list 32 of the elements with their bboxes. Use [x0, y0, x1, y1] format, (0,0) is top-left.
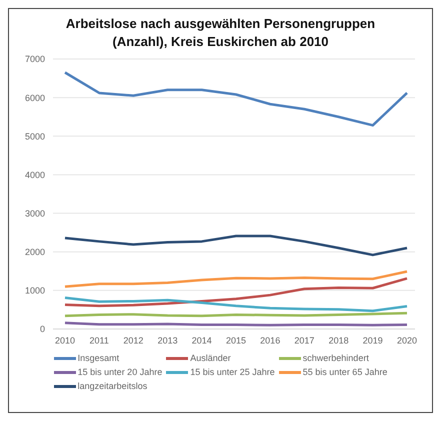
- line-series: [64, 277, 408, 308]
- legend-label: 55 bis unter 65 Jahre: [302, 367, 388, 377]
- y-tick-label: 1000: [24, 286, 45, 296]
- x-tick-label: 2017: [294, 335, 314, 346]
- x-tick-label: 2018: [328, 335, 349, 346]
- y-tick-label: 3000: [24, 208, 45, 218]
- x-tick-label: 2010: [54, 335, 76, 346]
- line-series: [64, 234, 408, 256]
- x-tick-label: 2016: [260, 335, 280, 346]
- y-tick-label: 4000: [24, 170, 45, 180]
- line-series: [64, 270, 408, 288]
- x-tick-label: 2019: [362, 335, 383, 346]
- y-tick-label: 5000: [24, 131, 45, 142]
- y-tick-label: 2000: [24, 247, 45, 258]
- line-series: [64, 71, 408, 127]
- line-series: [64, 296, 408, 312]
- legend-label: schwerbehindert: [302, 353, 369, 363]
- x-tick-label: 2014: [192, 335, 212, 346]
- x-tick-label: 2020: [396, 335, 418, 346]
- chart-title: Arbeitslose nach ausgewählten Personengruppen (Anzahl), Kreis Euskirchen ab 2010: [64, 15, 376, 51]
- x-tick-label: 2013: [158, 335, 178, 346]
- x-tick-label: 2011: [90, 335, 109, 346]
- legend-label: Ausländer: [190, 353, 231, 363]
- y-tick-label: 0: [40, 324, 45, 334]
- x-tick-label: 2015: [226, 335, 246, 346]
- y-tick-label: 7000: [24, 54, 45, 64]
- y-tick-label: 6000: [24, 92, 45, 103]
- legend-label: langzeitarbeitslos: [78, 381, 148, 391]
- legend-label: Insgesamt: [78, 353, 120, 363]
- x-tick-label: 2012: [123, 335, 144, 346]
- legend-label: 15 bis unter 25 Jahre: [190, 367, 275, 377]
- legend-label: 15 bis unter 20 Jahre: [78, 367, 162, 377]
